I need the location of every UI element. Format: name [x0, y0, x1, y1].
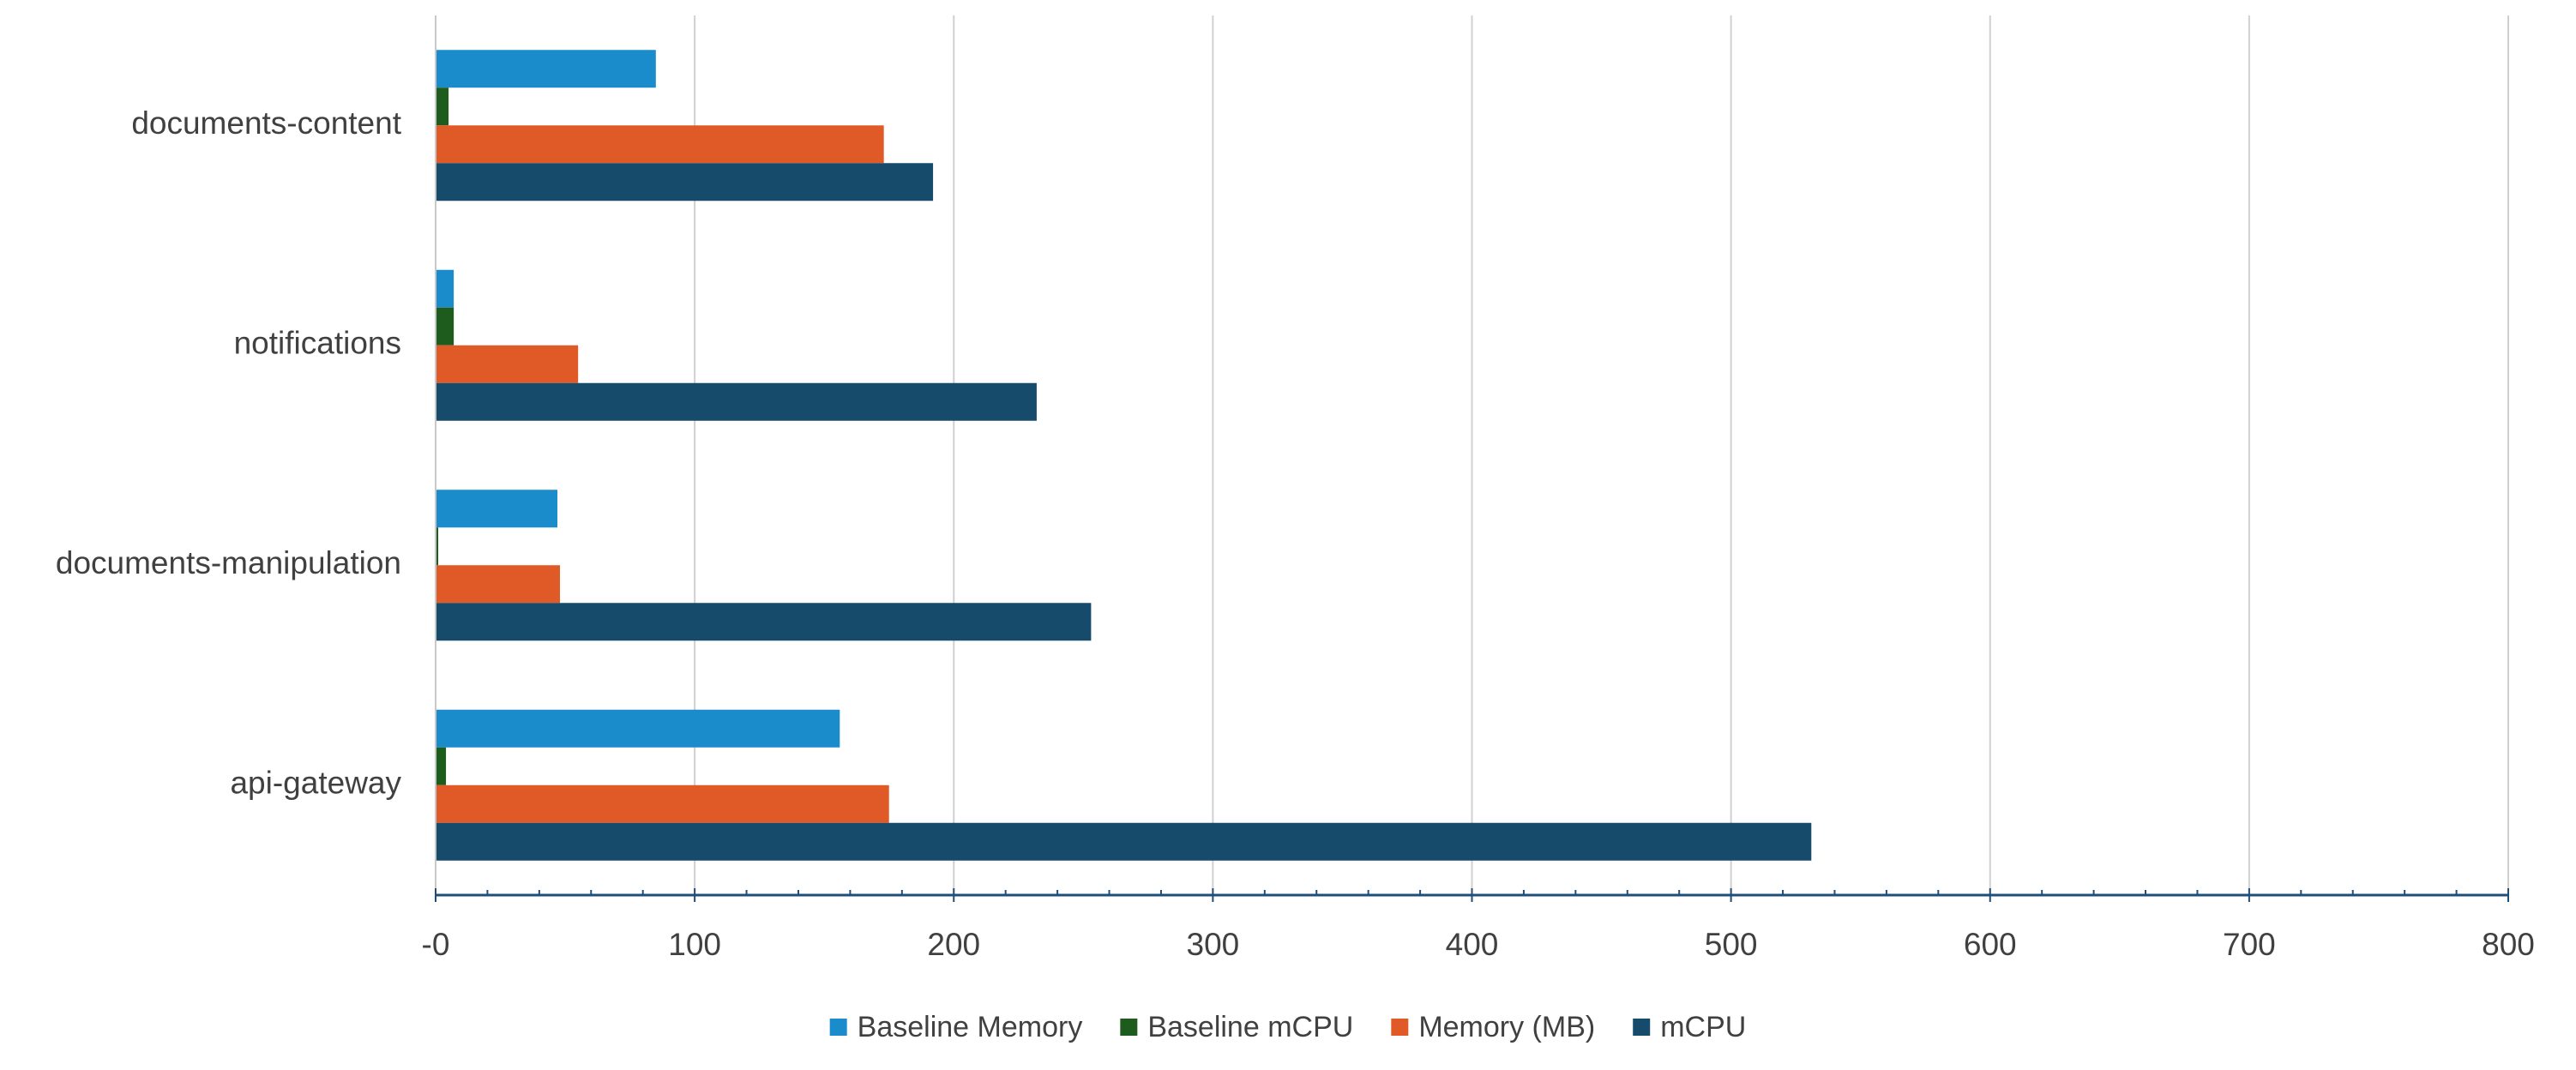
- tick-labels: -0 100 200 300 400 500 600 700 800: [422, 927, 2535, 962]
- gridlines: [694, 15, 2509, 895]
- bar-api-gateway-memory-mb: [436, 784, 889, 823]
- bar-documents-manipulation-memory-mb: [436, 565, 561, 604]
- bar-notifications-mcpu: [436, 382, 1037, 421]
- bar-notifications-baseline-memory: [436, 269, 454, 308]
- x-tick-label: 100: [668, 927, 721, 962]
- legend-swatch-memory-mb: [1391, 1019, 1409, 1036]
- x-tick-label: 300: [1187, 927, 1240, 962]
- bar-documents-content-mcpu: [436, 163, 934, 201]
- bar-api-gateway-baseline-memory: [436, 709, 840, 748]
- x-tick-label: 800: [2482, 927, 2535, 962]
- bar-documents-manipulation-baseline-mcpu: [436, 527, 439, 566]
- legend: Baseline Memory Baseline mCPU Memory (MB) m…: [829, 1011, 1746, 1043]
- bar-documents-content-baseline-memory: [436, 50, 656, 88]
- category-labels: documents-content notifications documents-…: [56, 105, 402, 801]
- axes: [435, 15, 2509, 902]
- legend-swatch-baseline-mcpu: [1120, 1019, 1138, 1036]
- legend-swatch-mcpu: [1633, 1019, 1651, 1036]
- bar-notifications-baseline-mcpu: [436, 307, 454, 346]
- legend-label-baseline-mcpu: Baseline mCPU: [1147, 1011, 1353, 1043]
- category-label: documents-manipulation: [56, 545, 401, 580]
- bar-documents-content-baseline-mcpu: [436, 87, 449, 126]
- legend-label-baseline-memory: Baseline Memory: [858, 1011, 1083, 1043]
- category-label: api-gateway: [230, 766, 401, 801]
- x-tick-label: 500: [1705, 927, 1758, 962]
- legend-swatch-baseline-memory: [829, 1019, 847, 1036]
- legend-label-mcpu: mCPU: [1660, 1011, 1746, 1043]
- x-tick-label: 600: [1964, 927, 2017, 962]
- bar-api-gateway-mcpu: [436, 822, 1812, 861]
- bar-documents-manipulation-mcpu: [436, 603, 1092, 641]
- x-tick-label: 200: [927, 927, 980, 962]
- bar-documents-content-memory-mb: [436, 125, 884, 164]
- bar-api-gateway-baseline-mcpu: [436, 747, 447, 785]
- category-label: notifications: [234, 326, 401, 361]
- bar-notifications-memory-mb: [436, 345, 579, 383]
- bar-documents-manipulation-baseline-memory: [436, 490, 557, 528]
- x-tick-label: -0: [422, 927, 450, 962]
- bars: [436, 50, 1812, 861]
- x-tick-label: 400: [1446, 927, 1499, 962]
- category-label: documents-content: [131, 105, 401, 141]
- x-tick-label: 700: [2223, 927, 2276, 962]
- legend-label-memory-mb: Memory (MB): [1418, 1011, 1595, 1043]
